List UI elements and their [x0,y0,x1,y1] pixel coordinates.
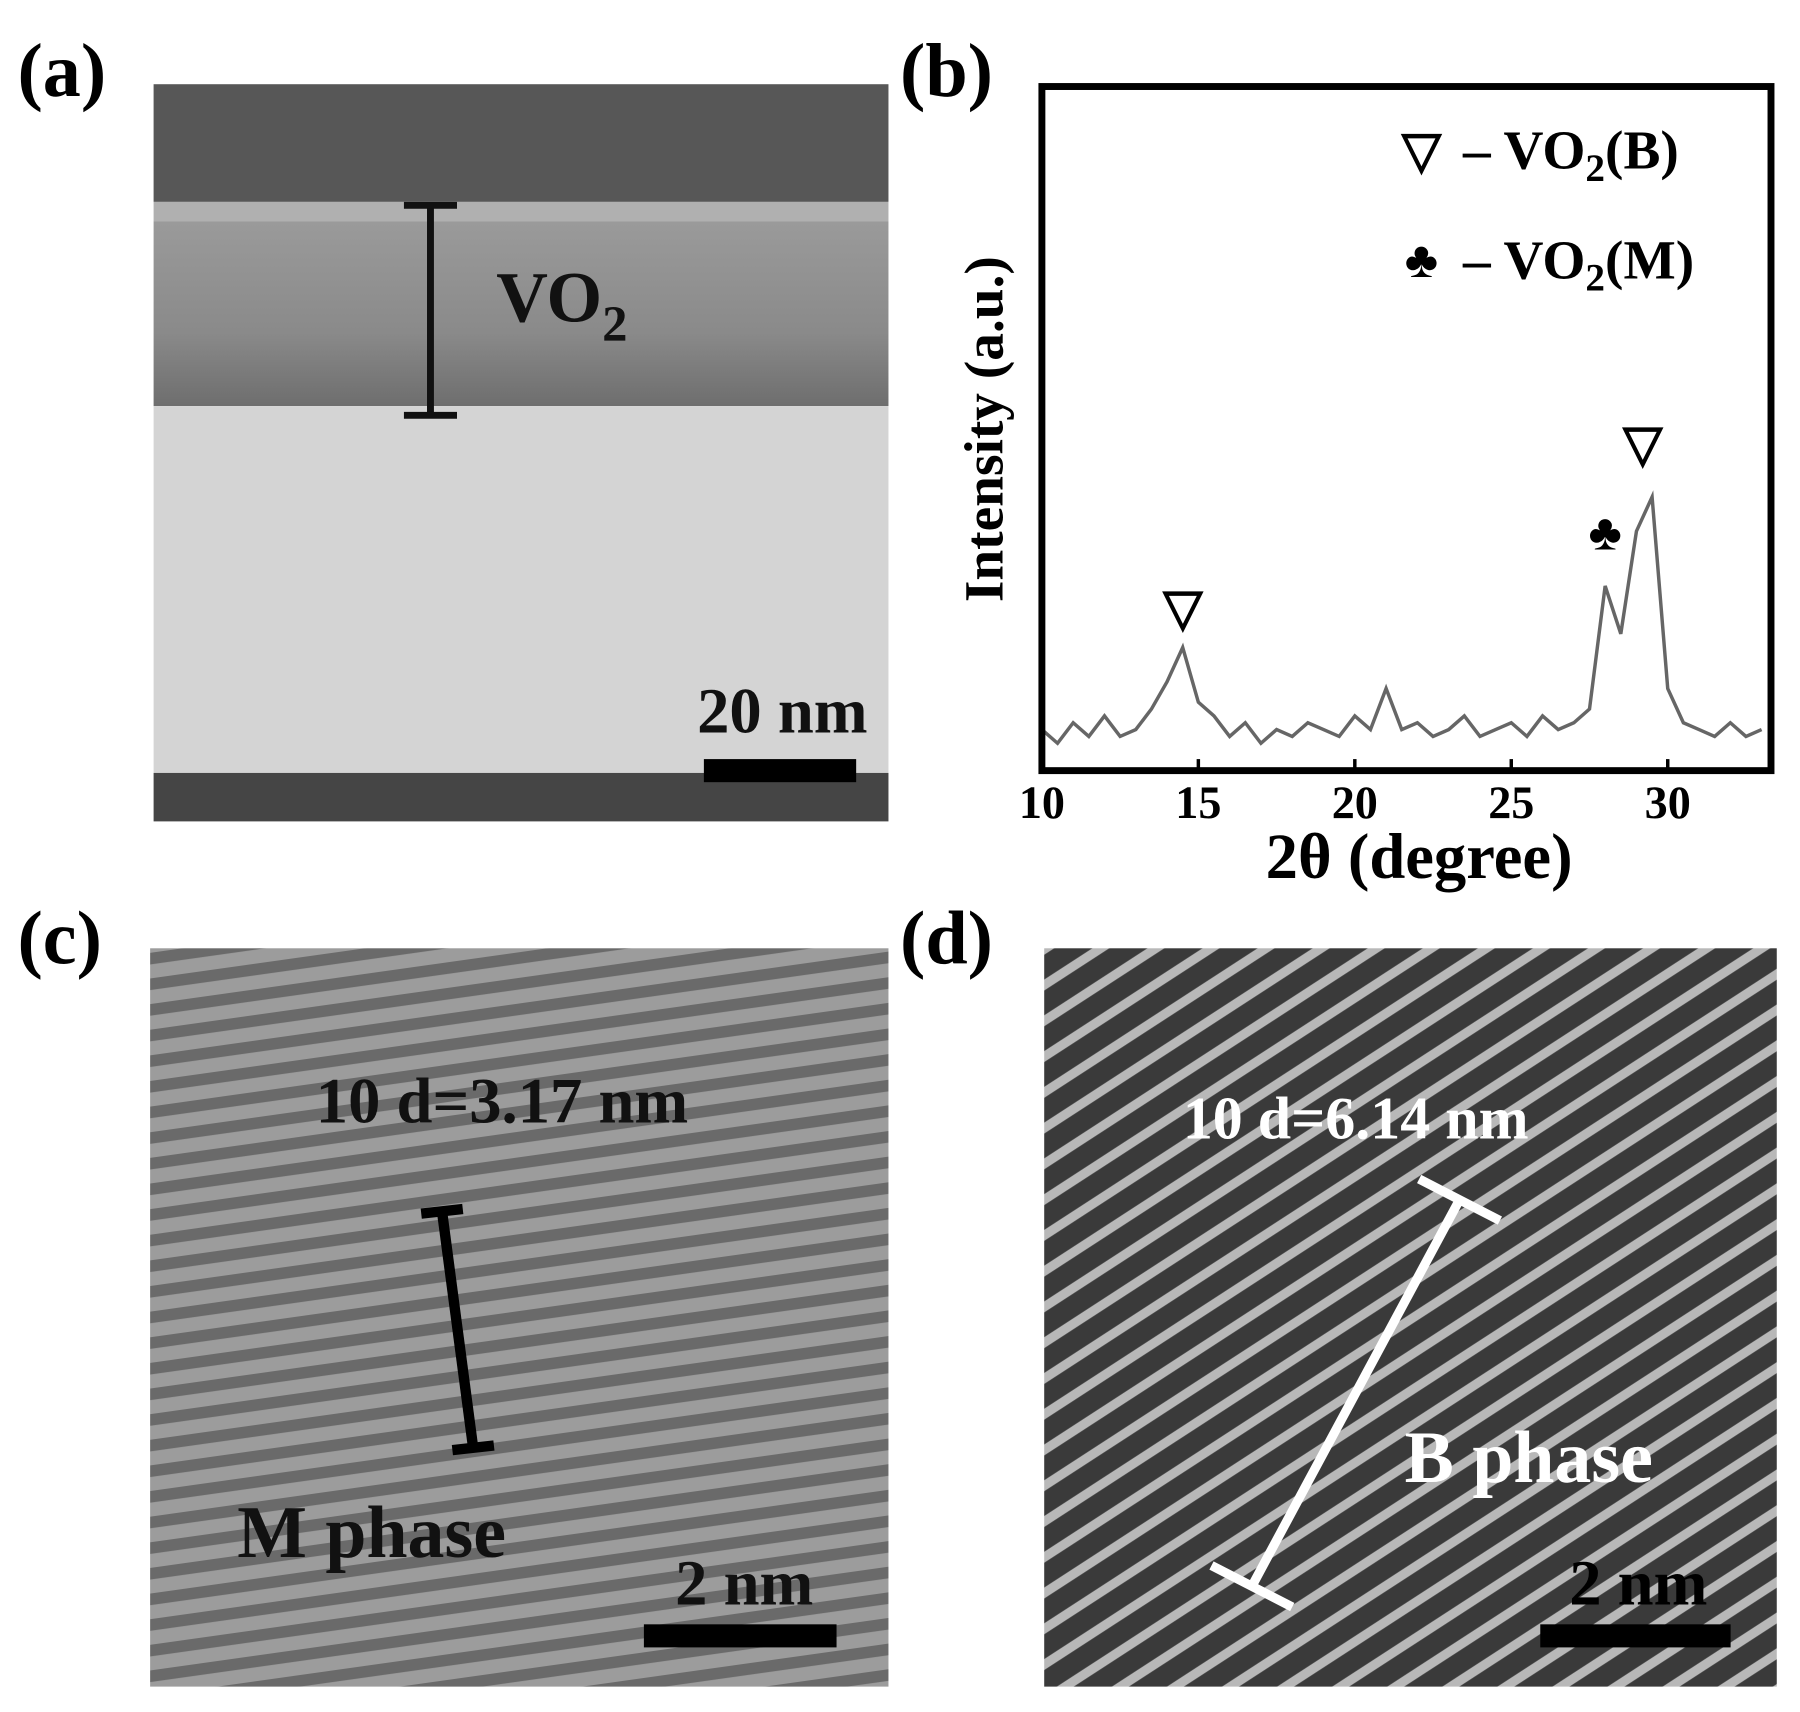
x-tick-label: 15 [1175,777,1221,828]
scale-bar-label: 2 nm [675,1547,813,1619]
legend-suffix: (B) [1605,119,1679,180]
scale-bar-label: 2 nm [1569,1547,1707,1619]
legend-entry: – VO2(M) [1462,229,1694,299]
legend-symbol: ♣ [1405,232,1438,288]
phase-label: M phase [237,1491,506,1573]
top-layer [153,84,889,202]
spacing-label: 10 d=3.17 nm [316,1064,688,1136]
legend-entry: – VO2(B) [1462,119,1679,189]
y-axis-label: Intensity (a.u.) [954,256,1015,602]
panel-label: (c) [17,896,102,980]
panel-a: (a) VO2 20 nm [17,29,889,822]
x-tick-label: 20 [1332,777,1378,828]
film-layer [153,221,889,407]
legend-symbol: ▽ [1400,122,1443,178]
legend-subscript: 2 [1585,256,1605,299]
xrd-line [1040,490,1763,746]
substrate [153,406,889,773]
scale-bar [1540,1624,1731,1648]
panel-label: (b) [900,29,993,113]
spacing-bar [1209,1174,1503,1612]
legend-subscript: 2 [1585,147,1605,190]
x-tick-label: 10 [1019,777,1065,828]
panel-d: (d) 10 d=6.14 nm B phase 2 nm [900,896,1777,1687]
spacing-label: 10 d=6.14 nm [1183,1086,1529,1152]
legend-text: – VO [1462,119,1585,180]
film-label-text: VO [496,259,602,338]
panel-b: (b) 2θ (degree) Intensity (a.u.) 10 15 20 2… [900,29,1775,892]
x-tick-label: 30 [1645,777,1691,828]
peak-marker: ♣ [1588,505,1621,561]
scale-bar-label: 20 nm [697,674,867,746]
phase-label: B phase [1405,1416,1653,1498]
panel-label: (d) [900,896,993,980]
hrtem-image [1044,948,1777,1687]
scale-bar [703,759,857,783]
hrtem-image [150,948,889,1687]
film-subscript: 2 [602,295,627,351]
peak-marker: ▽ [1161,580,1204,636]
x-tick-label: 25 [1488,777,1534,828]
plot-frame [1038,83,1775,775]
panel-label: (a) [17,29,106,113]
legend-suffix: (M) [1605,229,1694,290]
thickness-bar [403,201,458,419]
x-axis-label: 2θ (degree) [1266,820,1573,892]
legend-text: – VO [1462,229,1585,290]
panel-c: (c) 10 d=3.17 nm M phase 2 nm [17,896,889,1687]
film-label: VO2 [496,259,627,351]
interface [153,201,889,222]
scale-bar [643,1624,837,1648]
spacing-bar [420,1203,495,1456]
peak-marker: ▽ [1621,416,1664,472]
